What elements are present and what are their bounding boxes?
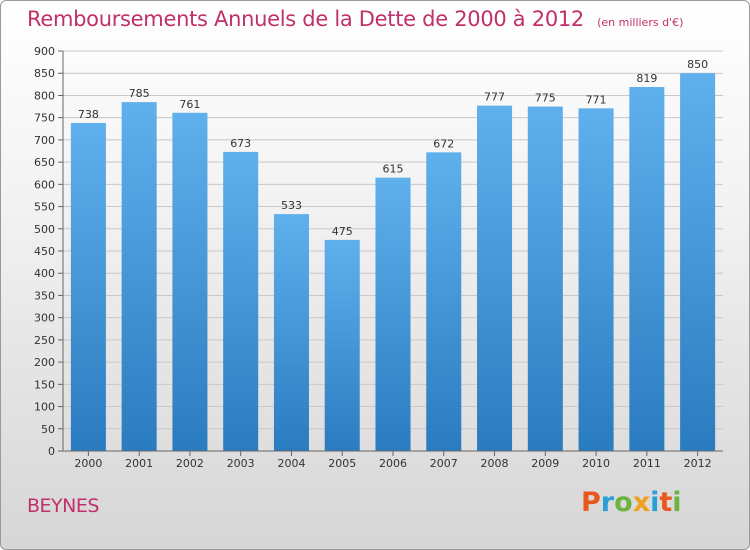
y-tick-label: 650 [34, 156, 55, 169]
x-tick-label: 2007 [430, 457, 458, 470]
bar [121, 102, 157, 451]
bar [527, 106, 563, 452]
data-label: 533 [281, 199, 302, 212]
bar [70, 123, 106, 451]
y-tick-label: 0 [48, 445, 55, 458]
bar [629, 87, 665, 451]
y-tick-label: 100 [34, 401, 55, 414]
bar [375, 177, 411, 451]
bar [223, 151, 259, 451]
x-tick-label: 2011 [633, 457, 661, 470]
y-tick-label: 450 [34, 245, 55, 258]
y-tick-label: 700 [34, 134, 55, 147]
x-tick-label: 2001 [125, 457, 153, 470]
bar [578, 108, 614, 451]
y-axis: 0 50 100 150 200 250 300 350 400 450 500 550 600 650 7… [34, 45, 64, 458]
x-tick-label: 2012 [684, 457, 712, 470]
x-tick-label: 2002 [176, 457, 204, 470]
place-name: BEYNES [27, 495, 99, 517]
y-tick-label: 550 [34, 201, 55, 214]
y-tick-label: 150 [34, 378, 55, 391]
data-label: 672 [433, 137, 454, 150]
y-tick-label: 900 [34, 45, 55, 58]
x-tick-label: 2004 [277, 457, 305, 470]
data-label: 785 [129, 87, 150, 100]
data-label: 761 [179, 98, 200, 111]
x-axis: 2000 2001 2002 2003 2004 2005 2006 2007 2008 2009… [63, 450, 723, 470]
data-label: 771 [586, 93, 607, 106]
x-tick-label: 2000 [74, 457, 102, 470]
y-tick-label: 50 [41, 423, 55, 436]
y-tick-label: 250 [34, 334, 55, 347]
data-label: 777 [484, 91, 505, 104]
x-tick-label: 2003 [227, 457, 255, 470]
logo-letter: i [672, 487, 682, 518]
data-labels: 738 785 761 673 533 475 615 672 777 775 771 819 850 [78, 58, 708, 238]
data-label: 850 [687, 58, 708, 71]
x-tick-label: 2009 [531, 457, 559, 470]
data-label: 615 [383, 163, 404, 176]
logo-letter: x [632, 487, 651, 518]
y-tick-label: 750 [34, 112, 55, 125]
logo-letter: P [581, 487, 601, 518]
y-tick-label: 400 [34, 267, 55, 280]
y-tick-label: 200 [34, 356, 55, 369]
y-tick-label: 350 [34, 289, 55, 302]
data-label: 738 [78, 108, 99, 121]
x-tick-label: 2006 [379, 457, 407, 470]
bar [273, 214, 309, 451]
logo-letter: o [614, 487, 633, 518]
proxiti-logo: Proxiti [581, 487, 682, 518]
bar [324, 239, 360, 451]
chart-title: Remboursements Annuels de la Dette de 20… [27, 7, 584, 31]
data-label: 819 [636, 72, 657, 85]
bar [172, 112, 208, 452]
y-tick-label: 800 [34, 89, 55, 102]
y-tick-label: 850 [34, 67, 55, 80]
y-tick-label: 300 [34, 312, 55, 325]
chart-header: Remboursements Annuels de la Dette de 20… [27, 7, 683, 31]
x-tick-label: 2008 [481, 457, 509, 470]
bar [680, 73, 716, 451]
bars [70, 73, 716, 452]
x-tick-label: 2005 [328, 457, 356, 470]
bar [426, 152, 462, 452]
data-label: 475 [332, 225, 353, 238]
y-tick-label: 600 [34, 178, 55, 191]
y-tick-label: 500 [34, 223, 55, 236]
data-label: 775 [535, 92, 556, 105]
logo-letter: i [650, 487, 660, 518]
chart-subtitle: (en milliers d'€) [597, 16, 684, 29]
x-tick-label: 2010 [582, 457, 610, 470]
bar [477, 105, 513, 452]
data-label: 673 [230, 137, 251, 150]
logo-letter: t [659, 487, 673, 518]
logo-letter: r [600, 487, 615, 518]
